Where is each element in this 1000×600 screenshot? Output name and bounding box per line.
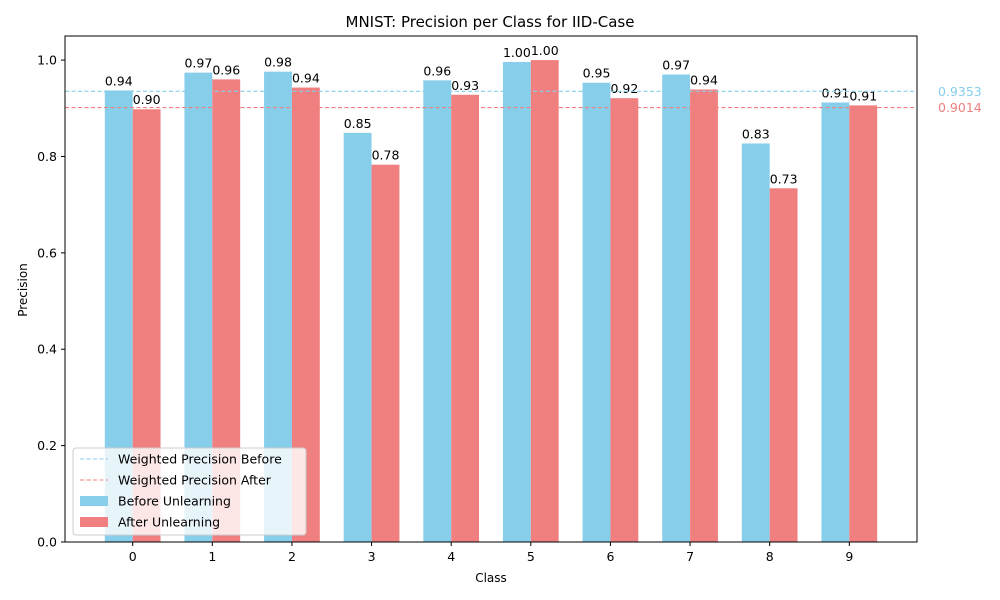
x-tick-label: 4 [447,549,455,564]
reference-line-label-after: 0.9014 [938,100,982,115]
data-label-after-class-7: 0.94 [690,72,718,87]
y-tick-label: 0.0 [37,535,57,550]
bar-before-class-3 [343,132,372,542]
legend-entry-before-swatch [80,496,108,506]
bar-after-class-4 [451,94,480,542]
data-label-after-class-0: 0.90 [133,92,161,107]
x-tick-label: 9 [845,549,853,564]
x-tick-label: 6 [606,549,614,564]
bar-before-class-8 [741,143,770,542]
data-label-after-class-1: 0.96 [212,62,240,77]
data-label-before-class-6: 0.95 [583,66,611,81]
data-label-before-class-0: 0.94 [105,73,133,88]
x-axis-label: Class [475,571,507,585]
legend-entry-after-label: After Unlearning [118,515,220,530]
y-tick-label: 0.8 [37,149,57,164]
bar-before-class-5 [502,62,531,542]
bar-before-class-9 [821,102,850,542]
y-tick-label: 0.6 [37,245,57,260]
x-tick-label: 8 [766,549,774,564]
bar-before-class-6 [582,82,611,543]
plot-area: 0.940.97 0.980.850.961.000.950.970.830.91… [37,35,982,564]
bar-after-class-6 [610,98,639,542]
data-label-before-class-2: 0.98 [264,55,292,70]
data-label-before-class-5: 1.00 [503,45,531,60]
y-tick-label: 0.2 [37,438,57,453]
data-label-after-class-8: 0.73 [770,171,798,186]
legend-entry-before-label: Before Unlearning [118,494,231,509]
y-axis-label: Precision [16,263,30,317]
x-tick-label: 7 [686,549,694,564]
data-label-after-class-4: 0.93 [451,78,479,93]
legend [72,447,307,536]
legend-entry-after-swatch [80,517,108,527]
data-label-before-class-4: 0.96 [423,63,451,78]
data-label-after-class-9: 0.91 [849,88,877,103]
chart-title: MNIST: Precision per Class for IID-Case [346,13,635,31]
bar-before-class-4 [423,80,452,542]
y-tick-label: 1.0 [37,53,57,68]
data-label-before-class-8: 0.83 [742,126,770,141]
bar-after-class-3 [371,164,400,542]
x-tick-label: 0 [129,549,137,564]
data-label-before-class-1: 0.97 [184,56,212,71]
reference-line-label-before: 0.9353 [938,84,982,99]
x-tick-label: 1 [208,549,216,564]
bar-after-class-9 [849,105,878,542]
x-tick-label: 3 [368,549,376,564]
data-label-after-class-2: 0.94 [292,71,320,86]
data-label-before-class-9: 0.91 [821,86,849,101]
bar-after-class-8 [769,188,798,542]
data-label-after-class-5: 1.00 [531,43,559,58]
bar-after-class-7 [690,89,718,543]
x-tick-label: 2 [288,549,296,564]
legend-entry-weighted-before-label: Weighted Precision Before [118,452,282,467]
legend-entry-weighted-after-label: Weighted Precision After [118,473,272,488]
data-label-after-class-6: 0.92 [610,81,638,96]
bar-before-class-7 [662,74,691,543]
data-label-after-class-3: 0.78 [372,148,400,163]
data-label-before-class-3: 0.85 [344,116,372,131]
bar-after-class-5 [530,60,559,542]
data-label-before-class-7: 0.97 [662,58,690,73]
plot-frame [64,35,918,543]
y-tick-label: 0.4 [37,342,57,357]
x-tick-label: 5 [527,549,535,564]
